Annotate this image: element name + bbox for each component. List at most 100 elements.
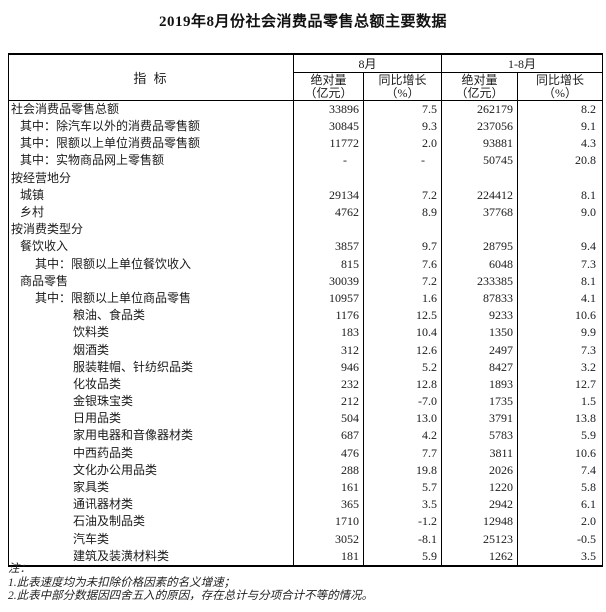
cum-absolute-value: 9233 [441,307,518,325]
row-indicator-label: 乡村 [20,205,45,220]
cum-yoy-value: 9.0 [517,203,603,222]
footnote-item: 2.此表中部分数据因四舍五入的原因，存在总计与分项合计不等的情况。 [8,590,374,602]
aug-yoy-value: 1.6 [362,289,442,308]
cum-absolute-value: 1893 [441,375,518,393]
aug-yoy-value: 7.5 [362,100,442,118]
header-group-august: 8月 [292,54,442,73]
aug-absolute-value: 1710 [293,513,364,531]
footnote-label: 注： [8,563,31,575]
aug-absolute-value [293,221,364,239]
table-row: 其中：限额以上单位餐饮收入 815 7.6 6048 7.3 [9,255,603,273]
cum-yoy-value: 8.1 [517,272,603,290]
cum-yoy-value: 4.1 [517,289,603,308]
table-header: 指 标 8月 1-8月 绝对量 （亿元） 同比增长 （%） 绝对量 [8,54,603,101]
cum-yoy-value: 7.3 [517,255,603,273]
aug-yoy-value: 8.9 [362,203,442,222]
cum-absolute-value: 233385 [441,272,518,290]
cum-yoy-value: 12.7 [517,375,603,393]
table-row: 其中：限额以上单位消费品零售额 11772 2.0 93881 4.3 [9,135,603,153]
table-row: 金银珠宝类 212 -7.0 1735 1.5 [9,393,603,411]
cum-yoy-value: 13.8 [517,410,603,428]
aug-yoy-value: 10.4 [362,324,442,342]
header-cum-absolute: 绝对量 （亿元） [441,72,518,101]
main-table-wrapper: 指 标 8月 1-8月 绝对量 （亿元） 同比增长 （%） 绝对量 [8,53,604,567]
row-indicator-label: 建筑及装潢材料类 [73,548,170,563]
row-indicator-label: 日用品类 [73,411,122,426]
aug-yoy-value: 4.2 [362,427,442,445]
aug-absolute-value: 30039 [293,272,364,290]
aug-yoy-value: 2.0 [362,135,442,153]
table-row: 社会消费品零售总额 33896 7.5 262179 8.2 [9,100,603,118]
aug-absolute-value: 3052 [293,530,364,548]
table-row: 城镇 29134 7.2 224412 8.1 [9,186,603,204]
aug-yoy-value: 13.0 [362,410,442,428]
cum-absolute-value: 37768 [441,203,518,222]
table-row: 按消费类型分 [9,221,603,239]
aug-absolute-value: 183 [293,324,364,342]
cum-absolute-value: 28795 [441,238,518,256]
table-row: 服装鞋帽、针纺织品类 946 5.2 8427 3.2 [9,358,603,376]
cum-absolute-value: 2026 [441,461,518,479]
cum-yoy-value: 4.3 [517,135,603,153]
cum-absolute-value: 25123 [441,530,518,548]
cum-absolute-value: 3791 [441,410,518,428]
aug-absolute-value: 946 [293,358,364,376]
aug-yoy-value: 9.3 [362,118,442,136]
cum-absolute-value: 6048 [441,255,518,273]
row-indicator-label: 家具类 [73,480,110,495]
row-indicator-label: 按经营地分 [11,170,72,185]
aug-absolute-value: 232 [293,375,364,393]
table-row: 烟酒类 312 12.6 2497 7.3 [9,341,603,359]
aug-absolute-value: 288 [293,461,364,479]
cum-yoy-value: 8.1 [517,186,603,204]
table-row: 建筑及装潢材料类 181 5.9 1262 3.5 [9,547,603,566]
row-indicator-label: 通讯器材类 [73,497,134,512]
table-row: 按经营地分 [9,169,603,187]
aug-absolute-value [293,169,364,187]
aug-yoy-value: 7.2 [362,186,442,204]
aug-absolute-value: 212 [293,393,364,411]
aug-absolute-value: 10957 [293,289,364,308]
cum-yoy-value: 9.4 [517,238,603,256]
aug-absolute-value: 33896 [293,100,364,118]
aug-yoy-value: 7.2 [362,272,442,290]
row-indicator-label: 其中：限额以上单位餐饮收入 [35,256,192,271]
row-indicator-label: 按消费类型分 [11,222,84,237]
table-row: 通讯器材类 365 3.5 2942 6.1 [9,496,603,514]
header-line: 绝对量 [310,72,347,87]
cum-absolute-value: 50745 [441,152,518,170]
row-indicator-label: 服装鞋帽、针纺织品类 [73,359,194,374]
header-line: （亿元） [455,85,504,100]
cum-yoy-value: 3.2 [517,358,603,376]
aug-yoy-value: 7.6 [362,255,442,273]
cum-yoy-value: 3.5 [517,547,603,566]
header-line: （亿元） [304,85,353,100]
cum-absolute-value: 12948 [441,513,518,531]
cum-yoy-value: 7.4 [517,461,603,479]
header-cum-yoy: 同比增长 （%） [517,72,603,101]
cum-absolute-value: 1350 [441,324,518,342]
aug-yoy-value [362,221,442,239]
aug-yoy-value: 5.9 [362,547,442,566]
table-row: 石油及制品类 1710 -1.2 12948 2.0 [9,513,603,531]
row-indicator-label: 其中：除汽车以外的消费品零售额 [20,119,201,134]
aug-yoy-value: 9.7 [362,238,442,256]
row-indicator-label: 中西药品类 [73,445,134,460]
cum-absolute-value: 1220 [441,478,518,497]
aug-yoy-value: 19.8 [362,461,442,479]
cum-yoy-value: -0.5 [517,530,603,548]
cum-absolute-value: 237056 [441,118,518,136]
cum-absolute-value [441,221,518,239]
header-line: 绝对量 [461,72,498,87]
cum-absolute-value: 262179 [441,100,518,118]
table-row: 家用电器和音像器材类 687 4.2 5783 5.9 [9,427,603,445]
cum-absolute-value: 1735 [441,393,518,411]
cum-absolute-value: 1262 [441,547,518,566]
aug-absolute-value: 476 [293,444,364,462]
row-indicator-label: 烟酒类 [73,342,110,357]
header-aug-absolute: 绝对量 （亿元） [293,72,364,101]
aug-absolute-value: 1176 [293,307,364,325]
row-indicator-label: 金银珠宝类 [73,394,134,409]
cum-absolute-value: 8427 [441,358,518,376]
row-indicator-label: 化妆品类 [73,376,122,391]
